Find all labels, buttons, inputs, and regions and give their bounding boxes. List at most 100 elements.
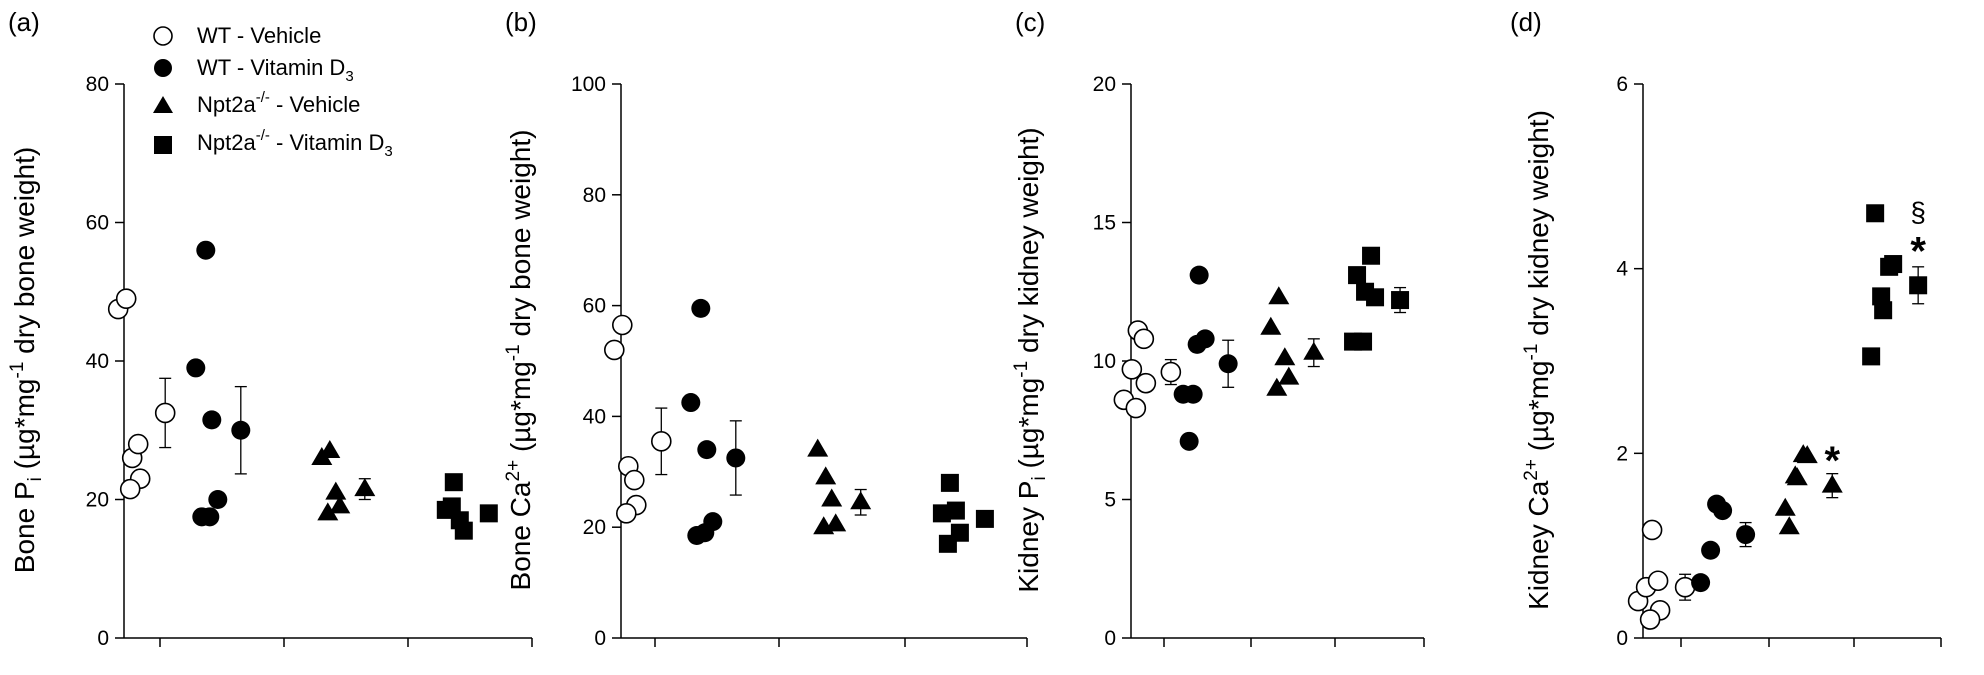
legend-marker-triangle-filled: [153, 96, 173, 113]
data-point: [825, 513, 847, 532]
axes-a: 0 20 40 60 80: [86, 73, 533, 650]
mean-marker: [726, 448, 746, 468]
y-axis-label-d: Kidney Ca2+ (µg*mg-1 dry kidney weight): [1521, 110, 1554, 610]
mean-marker: [1160, 361, 1182, 383]
legend-item-npt2a-vitd: Npt2a-/- - Vitamin D3: [154, 127, 393, 160]
panel-a: (a) Bone Pi (µg*mg-1 dry bone weight) 0 2…: [7, 7, 533, 650]
data-point: [1266, 377, 1288, 396]
data-point: [1641, 519, 1663, 541]
data-point: [319, 440, 341, 459]
legend-label-wt-vehicle: WT - Vehicle: [197, 23, 321, 48]
mean-marker: [975, 509, 994, 528]
data-point: [623, 469, 645, 491]
data-point: [1866, 204, 1885, 223]
data-point: [119, 478, 141, 500]
y-tick-label: 6: [1616, 73, 1628, 96]
mean-marker: [650, 431, 672, 452]
data-point: [1774, 497, 1796, 516]
y-tick-label: 0: [97, 627, 109, 650]
data-point: [1274, 347, 1296, 366]
data-point: [1366, 288, 1385, 307]
axes-d: 0 2 4 6: [1616, 73, 1942, 650]
y-tick-label: 5: [1104, 489, 1116, 512]
data-point: [815, 466, 837, 485]
data-point: [697, 440, 717, 460]
data-point: [1778, 516, 1800, 535]
panel-label-b: (b): [505, 7, 537, 37]
data-point: [454, 521, 473, 540]
data-point: [325, 481, 347, 500]
mean-marker: [1909, 276, 1928, 295]
data-point: [208, 490, 228, 509]
data-point: [1135, 372, 1157, 394]
y-tick-label: 40: [583, 405, 606, 428]
data-point: [1713, 501, 1733, 521]
data-point: [1348, 266, 1367, 285]
data-point: [946, 501, 965, 520]
data-point: [1344, 332, 1363, 351]
data-point: [611, 314, 633, 336]
data-point: [940, 473, 959, 492]
data-point: [1187, 334, 1207, 354]
y-tick-label: 20: [86, 489, 109, 512]
y-tick-label: 80: [86, 73, 109, 96]
mean-marker: [1821, 474, 1843, 493]
data-point: [444, 473, 463, 492]
legend-item-npt2a-vehicle: Npt2a-/- - Vehicle: [153, 89, 360, 117]
mean-marker: [154, 402, 176, 424]
legend-marker-square-filled: [154, 136, 172, 154]
y-tick-label: 0: [594, 627, 606, 650]
mean-marker: [850, 491, 872, 510]
data-point: [603, 339, 625, 361]
y-tick-label: 15: [1093, 212, 1116, 235]
significance-section-mark: §: [1910, 196, 1926, 227]
data-point: [1133, 328, 1155, 350]
data-point: [1796, 445, 1818, 464]
mean-marker: [1303, 341, 1325, 360]
data-point: [1691, 573, 1711, 593]
data-point: [807, 438, 829, 457]
y-tick-label: 80: [583, 184, 606, 207]
data-point: [681, 393, 701, 413]
data-point: [1260, 316, 1282, 335]
data-point: [1784, 465, 1806, 484]
significance-asterisk: *: [1824, 439, 1840, 483]
mean-marker: [1736, 525, 1756, 545]
y-tick-label: 0: [1104, 627, 1116, 650]
data-point: [442, 497, 461, 516]
data-point: [615, 503, 637, 524]
data-point: [1362, 246, 1381, 265]
legend-label-wt-vitd: WT - Vitamin D3: [197, 55, 354, 85]
y-tick-label: 0: [1616, 627, 1628, 650]
legend-marker-circle-open: [153, 26, 173, 46]
marks-a: [107, 240, 498, 540]
panel-c: (c) Kidney Pi (µg*mg-1 dry kidney weight…: [1011, 7, 1425, 650]
legend-label-npt2a-vitd: Npt2a-/- - Vitamin D3: [197, 127, 393, 160]
mean-marker: [1391, 291, 1410, 310]
data-point: [1121, 359, 1143, 380]
panel-label-a: (a): [8, 7, 40, 37]
data-point: [1278, 366, 1300, 385]
legend: WT - Vehicle WT - Vitamin D3 Npt2a-/- - …: [153, 23, 393, 160]
marks-d: **§: [1627, 196, 1928, 630]
data-point: [1268, 286, 1290, 305]
mean-marker: [231, 420, 251, 440]
data-point: [1647, 570, 1669, 592]
y-tick-label: 60: [583, 295, 606, 318]
legend-item-wt-vehicle: WT - Vehicle: [153, 23, 321, 48]
legend-marker-circle-filled: [154, 59, 172, 77]
y-axis-label-a: Bone Pi (µg*mg-1 dry bone weight): [7, 147, 46, 573]
y-tick-label: 10: [1093, 350, 1116, 373]
y-tick-label: 2: [1616, 442, 1628, 465]
data-point: [1125, 397, 1147, 419]
data-point: [813, 516, 835, 535]
data-point: [691, 298, 711, 318]
y-tick-label: 40: [86, 350, 109, 373]
panel-label-d: (d): [1510, 7, 1542, 37]
data-point: [115, 288, 137, 309]
data-point: [196, 240, 216, 260]
data-point: [1862, 347, 1881, 366]
marks-b: [603, 298, 994, 553]
mean-marker: [1218, 354, 1238, 374]
